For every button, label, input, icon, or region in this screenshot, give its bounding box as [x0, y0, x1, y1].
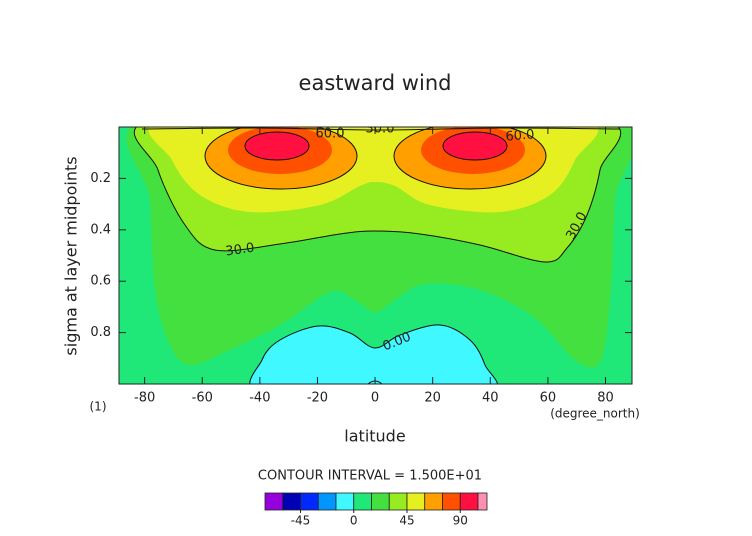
- contour-label: 60.0: [316, 127, 345, 142]
- contour-fill: [442, 131, 508, 161]
- colorbar-cell: [406, 492, 426, 511]
- x-tick-label: 80: [597, 391, 614, 406]
- panel-label: (1): [90, 400, 107, 414]
- colorbar-cell: [335, 492, 355, 511]
- contour-label: 30.0: [225, 241, 256, 260]
- y-tick-label: 0.4: [90, 222, 111, 237]
- contour-interval: CONTOUR INTERVAL = 1.500E+01: [258, 469, 482, 484]
- colorbar-overflow: [477, 492, 488, 511]
- colorbar-cell: [300, 492, 319, 511]
- contour-fill: [249, 324, 498, 384]
- x-unit-label: (degree_north): [550, 407, 640, 421]
- y-axis-label: sigma at layer midpoints: [62, 156, 81, 355]
- colorbar-cell: [282, 492, 301, 511]
- y-tick-label: 0.2: [90, 171, 111, 186]
- colorbar-tick-label: -45: [291, 514, 311, 528]
- x-tick-label: -40: [249, 391, 270, 406]
- x-axis-label: latitude: [344, 427, 405, 446]
- colorbar-cell: [371, 492, 390, 511]
- y-tick-label: 0.8: [90, 325, 111, 340]
- colorbar-cell: [353, 492, 372, 511]
- colorbar-tick-label: 0: [350, 514, 358, 528]
- plot-area: 60.0 60.030.030.030.00.00: [119, 122, 632, 384]
- x-tick-label: 20: [424, 391, 441, 406]
- y-tick-label: 0.6: [90, 274, 111, 289]
- x-tick-label: -20: [307, 391, 328, 406]
- contour-line: [141, 127, 621, 131]
- colorbar-tick-label: 45: [399, 514, 414, 528]
- x-tick-label: 40: [482, 391, 499, 406]
- colorbar-cell: [442, 492, 461, 511]
- x-tick-label: 0: [371, 391, 379, 406]
- colorbar-tick-label: 90: [453, 514, 468, 528]
- colorbar-cell: [459, 492, 479, 511]
- contour-label: 30.0: [366, 122, 395, 137]
- colorbar-cell: [388, 492, 408, 511]
- contour-fill: [244, 131, 310, 161]
- colorbar-cell: [317, 492, 337, 511]
- x-tick-label: -80: [134, 391, 155, 406]
- contour-label: 60.0: [505, 127, 535, 144]
- x-tick-label: -60: [192, 391, 213, 406]
- x-tick-label: 60: [540, 391, 557, 406]
- colorbar: -45 0 45 90: [264, 492, 488, 528]
- chart-title: eastward wind: [299, 71, 452, 95]
- colorbar-cell: [264, 492, 284, 511]
- colorbar-cell: [424, 492, 443, 511]
